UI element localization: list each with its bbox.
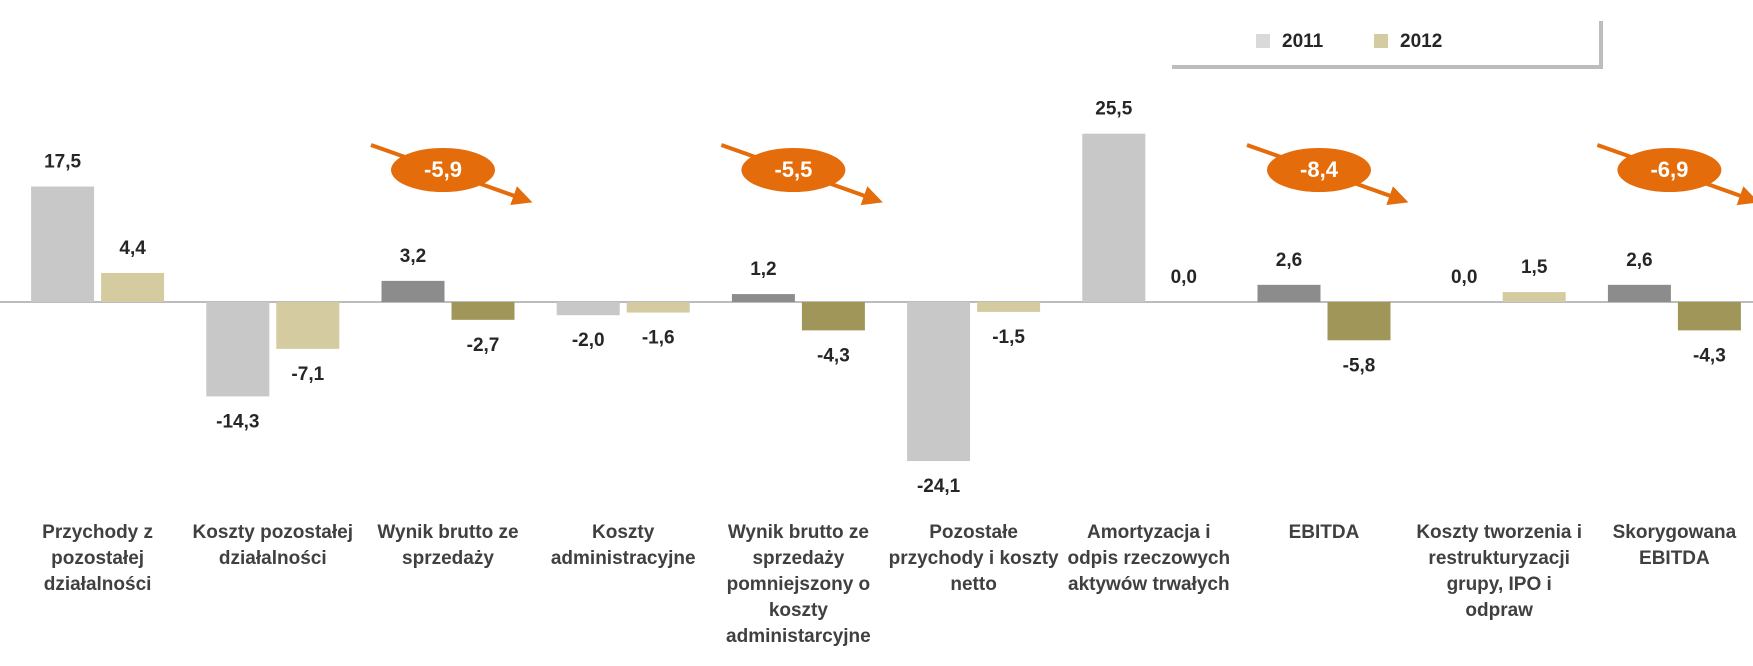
value-label: 0,0 (1451, 267, 1477, 288)
bar (801, 302, 865, 331)
x-tick-label: EBITDA (1288, 522, 1360, 543)
annotation-bubble (391, 148, 495, 192)
bar (1607, 284, 1671, 302)
value-label: -14,3 (216, 411, 259, 432)
value-label: -4,3 (817, 345, 850, 366)
bar (276, 302, 340, 349)
value-label: 1,5 (1521, 257, 1548, 278)
value-label: -2,0 (572, 330, 605, 351)
value-label: -24,1 (917, 476, 961, 497)
bar (626, 302, 690, 313)
legend-swatch (1256, 34, 1270, 48)
value-label: -5,8 (1343, 355, 1376, 376)
value-label: -1,6 (642, 328, 675, 349)
value-label: 3,2 (400, 246, 426, 267)
annotation-label: -5,5 (774, 157, 812, 182)
value-label: 1,2 (750, 259, 776, 280)
legend-label: 2011 (1282, 31, 1324, 52)
x-tick-label: Pozostałe przychody i koszty netto (888, 522, 1059, 595)
bar (451, 302, 515, 320)
bar (907, 302, 971, 462)
x-tick-label: Koszty administracyjne (550, 522, 696, 569)
bar (1502, 292, 1566, 302)
annotation-bubble (1617, 148, 1722, 192)
annotation-label: -8,4 (1300, 157, 1339, 182)
value-label: -4,3 (1693, 345, 1726, 366)
legend-label: 2012 (1400, 31, 1442, 52)
x-tick-label: Koszty tworzenia i restrukturyzacji grup… (1416, 522, 1583, 621)
bar (101, 272, 165, 302)
bar (1327, 302, 1391, 341)
bar (206, 302, 270, 397)
x-tick-label: Skorygowana EBITDA (1612, 522, 1737, 569)
bar (977, 302, 1041, 312)
x-tick-label: Amortyzacja i odpis rzeczowych aktywów t… (1067, 522, 1231, 595)
x-tick-label: Przychody z pozostałej działalności (42, 522, 154, 595)
bar (1677, 302, 1741, 331)
value-label: 25,5 (1095, 99, 1132, 120)
bar (381, 280, 445, 302)
value-label: 2,6 (1276, 250, 1302, 271)
x-tick-label: Wynik brutto ze sprzedaży pomniejszony o… (726, 522, 871, 647)
bar (556, 302, 620, 316)
annotation-bubble (1267, 148, 1371, 192)
x-tick-label: Wynik brutto ze sprzedaży (377, 522, 519, 569)
value-label: 4,4 (119, 238, 146, 259)
value-label: 0,0 (1171, 267, 1197, 288)
bar (31, 186, 95, 302)
value-label: -7,1 (291, 364, 324, 385)
value-label: 17,5 (44, 152, 81, 173)
value-label: 2,6 (1626, 250, 1652, 271)
annotation-label: -6,9 (1650, 157, 1688, 182)
x-tick-label: Koszty pozostałej działalności (192, 522, 354, 569)
value-label: -2,7 (467, 335, 500, 356)
bar (1082, 133, 1146, 302)
bar (1257, 284, 1321, 302)
value-label: -1,5 (992, 327, 1025, 348)
annotation-bubble (741, 148, 846, 192)
bar (731, 294, 795, 302)
legend-swatch (1374, 34, 1388, 48)
annotation-label: -5,9 (424, 157, 462, 182)
